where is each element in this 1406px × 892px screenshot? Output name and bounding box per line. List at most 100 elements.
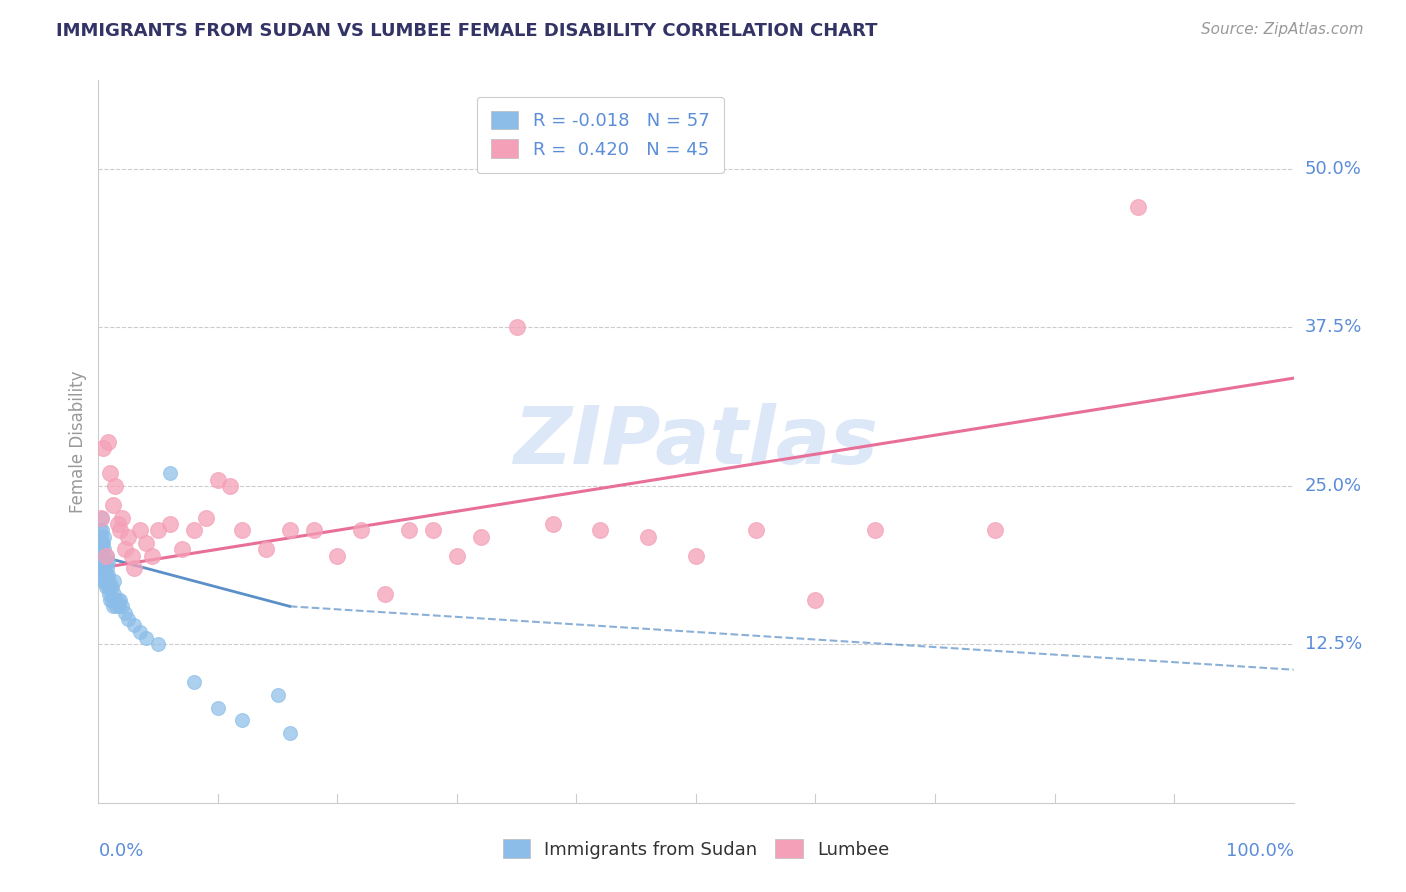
Text: 100.0%: 100.0% <box>1226 842 1294 860</box>
Point <box>326 549 349 563</box>
Point <box>506 320 529 334</box>
Point <box>195 510 218 524</box>
Point <box>183 675 205 690</box>
Point <box>105 599 128 614</box>
Point <box>107 599 129 614</box>
Point <box>107 593 129 607</box>
Point <box>148 637 170 651</box>
Point <box>135 536 157 550</box>
Point <box>98 593 122 607</box>
Point <box>90 542 112 557</box>
Point <box>207 473 229 487</box>
Point <box>278 523 301 537</box>
Point <box>219 479 242 493</box>
Text: ZIPatlas: ZIPatlas <box>513 402 879 481</box>
Point <box>100 580 122 594</box>
Point <box>278 726 301 740</box>
Point <box>93 574 115 588</box>
Point <box>96 574 118 588</box>
Point <box>350 523 373 537</box>
Point <box>100 593 122 607</box>
Point <box>94 555 117 569</box>
Point <box>804 593 827 607</box>
Point <box>103 587 125 601</box>
Point <box>91 561 114 575</box>
Point <box>589 523 612 537</box>
Point <box>91 523 114 537</box>
Text: 37.5%: 37.5% <box>1305 318 1362 336</box>
Point <box>104 593 127 607</box>
Point <box>114 542 136 557</box>
Point <box>89 523 111 537</box>
Point <box>90 555 112 569</box>
Point <box>254 542 277 557</box>
Point <box>159 467 181 481</box>
Point <box>172 542 194 557</box>
Point <box>124 618 146 632</box>
Point <box>865 523 887 537</box>
Point <box>108 593 131 607</box>
Point <box>91 549 114 563</box>
Point <box>89 536 111 550</box>
Point <box>90 510 112 524</box>
Point <box>637 530 659 544</box>
Point <box>93 530 115 544</box>
Text: 0.0%: 0.0% <box>98 842 143 860</box>
Point <box>97 580 120 594</box>
Text: 12.5%: 12.5% <box>1305 635 1362 653</box>
Point <box>98 574 121 588</box>
Point <box>745 523 768 537</box>
Point <box>97 555 120 569</box>
Point <box>97 567 120 582</box>
Point <box>98 580 122 594</box>
Point <box>111 510 134 524</box>
Point <box>108 523 131 537</box>
Point <box>90 530 112 544</box>
Point <box>97 434 120 449</box>
Point <box>94 549 117 563</box>
Point <box>98 467 122 481</box>
Point <box>94 567 117 582</box>
Point <box>91 510 114 524</box>
Point <box>121 549 143 563</box>
Point <box>129 523 152 537</box>
Point <box>91 574 114 588</box>
Point <box>117 612 139 626</box>
Point <box>98 587 121 601</box>
Point <box>104 479 127 493</box>
Point <box>398 523 420 537</box>
Point <box>89 549 111 563</box>
Point <box>446 549 468 563</box>
Point <box>231 714 253 728</box>
Y-axis label: Female Disability: Female Disability <box>69 370 87 513</box>
Point <box>114 606 136 620</box>
Point <box>984 523 1007 537</box>
Point <box>231 523 253 537</box>
Point <box>90 567 112 582</box>
Text: Source: ZipAtlas.com: Source: ZipAtlas.com <box>1201 22 1364 37</box>
Point <box>117 530 139 544</box>
Point <box>374 587 396 601</box>
Point <box>267 688 290 702</box>
Point <box>207 700 229 714</box>
Point <box>541 516 564 531</box>
Point <box>94 580 117 594</box>
Point <box>96 561 118 575</box>
Text: 50.0%: 50.0% <box>1305 160 1361 178</box>
Point <box>159 516 181 531</box>
Point <box>101 498 124 512</box>
Point <box>91 536 114 550</box>
Text: IMMIGRANTS FROM SUDAN VS LUMBEE FEMALE DISABILITY CORRELATION CHART: IMMIGRANTS FROM SUDAN VS LUMBEE FEMALE D… <box>56 22 877 40</box>
Point <box>148 523 170 537</box>
Point <box>107 516 129 531</box>
Point <box>91 549 114 563</box>
Point <box>111 599 134 614</box>
Point <box>302 523 325 537</box>
Point <box>93 555 115 569</box>
Point <box>135 631 157 645</box>
Point <box>91 441 114 455</box>
Point <box>129 624 152 639</box>
Point <box>141 549 163 563</box>
Point <box>91 536 114 550</box>
Point <box>101 599 124 614</box>
